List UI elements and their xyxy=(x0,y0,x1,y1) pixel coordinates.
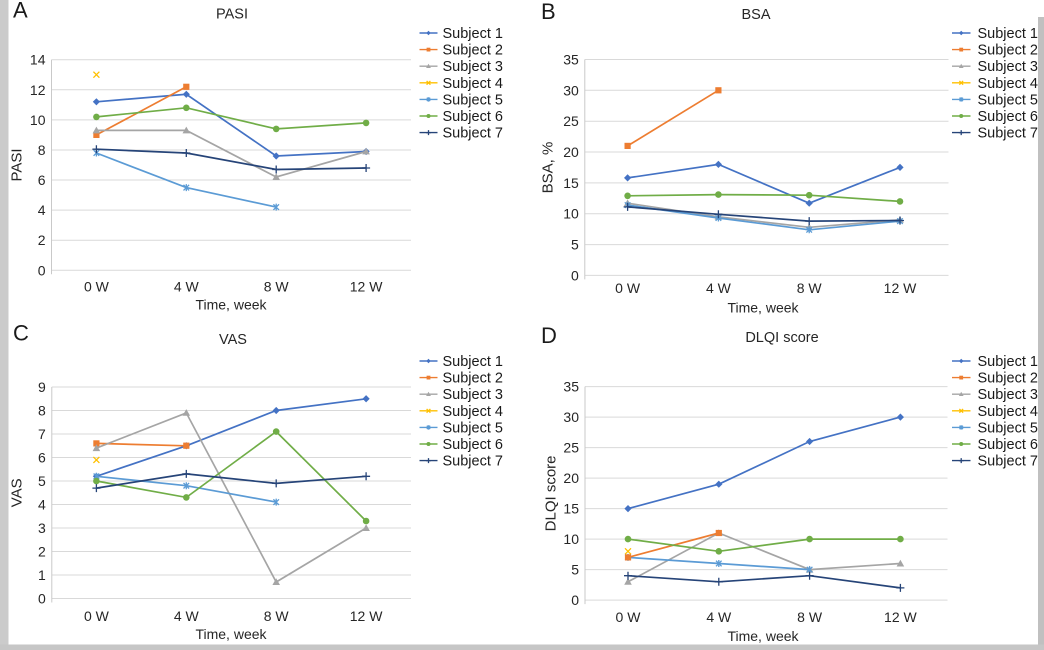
svg-text:BSA, %: BSA, % xyxy=(540,142,557,194)
svg-text:DLQI score: DLQI score xyxy=(745,330,818,346)
svg-text:Subject 3: Subject 3 xyxy=(443,59,503,75)
svg-text:Time, week: Time, week xyxy=(195,626,267,642)
svg-text:0: 0 xyxy=(571,592,579,608)
svg-text:25: 25 xyxy=(563,440,579,456)
svg-text:15: 15 xyxy=(563,501,579,517)
svg-text:A: A xyxy=(13,0,28,23)
svg-text:8: 8 xyxy=(38,403,46,419)
svg-text:30: 30 xyxy=(563,409,579,425)
svg-text:Time, week: Time, week xyxy=(195,296,267,312)
svg-text:Time, week: Time, week xyxy=(727,628,799,644)
svg-text:0 W: 0 W xyxy=(616,609,642,625)
svg-text:0 W: 0 W xyxy=(84,278,110,294)
svg-text:8 W: 8 W xyxy=(797,280,823,296)
svg-text:1: 1 xyxy=(38,567,46,583)
svg-text:7: 7 xyxy=(38,426,46,442)
svg-text:VAS: VAS xyxy=(219,332,247,348)
svg-text:2: 2 xyxy=(38,232,46,248)
svg-text:8 W: 8 W xyxy=(264,278,290,294)
svg-text:Subject 7: Subject 7 xyxy=(443,454,503,470)
svg-text:4 W: 4 W xyxy=(706,280,732,296)
svg-text:Subject 1: Subject 1 xyxy=(443,354,503,370)
svg-text:12 W: 12 W xyxy=(884,280,917,296)
svg-text:Subject 3: Subject 3 xyxy=(443,387,503,403)
svg-text:4 W: 4 W xyxy=(174,278,200,294)
svg-text:Subject 6: Subject 6 xyxy=(443,437,503,453)
svg-text:Subject 7: Subject 7 xyxy=(978,454,1038,470)
svg-text:10: 10 xyxy=(563,531,579,547)
svg-text:Subject 1: Subject 1 xyxy=(443,26,503,42)
svg-text:20: 20 xyxy=(563,470,579,486)
svg-text:6: 6 xyxy=(38,172,46,188)
svg-text:D: D xyxy=(541,323,557,348)
svg-text:30: 30 xyxy=(563,82,579,98)
svg-text:3: 3 xyxy=(38,520,46,536)
svg-text:12: 12 xyxy=(30,82,46,98)
svg-text:Subject 7: Subject 7 xyxy=(978,126,1038,142)
svg-text:5: 5 xyxy=(38,473,46,489)
svg-text:Subject 6: Subject 6 xyxy=(978,109,1038,125)
svg-text:4 W: 4 W xyxy=(706,609,732,625)
svg-text:4: 4 xyxy=(38,497,46,513)
svg-text:Subject 1: Subject 1 xyxy=(978,26,1038,42)
svg-text:Subject 2: Subject 2 xyxy=(978,43,1038,59)
svg-text:Subject 5: Subject 5 xyxy=(443,92,503,108)
svg-text:B: B xyxy=(541,0,556,24)
svg-text:Subject 3: Subject 3 xyxy=(978,59,1038,75)
svg-text:0 W: 0 W xyxy=(615,280,641,296)
svg-text:8: 8 xyxy=(38,142,46,158)
svg-text:10: 10 xyxy=(563,206,579,222)
svg-text:5: 5 xyxy=(571,562,579,578)
svg-text:Subject 4: Subject 4 xyxy=(443,404,503,420)
svg-text:10: 10 xyxy=(30,112,46,128)
svg-text:Subject 2: Subject 2 xyxy=(443,43,503,59)
svg-text:Subject 1: Subject 1 xyxy=(978,354,1038,370)
svg-text:35: 35 xyxy=(563,379,579,395)
svg-text:Subject 5: Subject 5 xyxy=(443,420,503,436)
svg-text:Subject 4: Subject 4 xyxy=(978,76,1038,92)
svg-text:4: 4 xyxy=(38,202,46,218)
svg-text:0 W: 0 W xyxy=(84,608,110,624)
svg-text:20: 20 xyxy=(563,144,579,160)
svg-text:9: 9 xyxy=(38,379,46,395)
svg-text:14: 14 xyxy=(30,52,46,68)
svg-text:4 W: 4 W xyxy=(174,608,200,624)
svg-text:Subject 5: Subject 5 xyxy=(978,92,1038,108)
svg-text:Subject 2: Subject 2 xyxy=(443,371,503,387)
svg-text:Subject 4: Subject 4 xyxy=(978,404,1038,420)
svg-text:Subject 5: Subject 5 xyxy=(978,420,1038,436)
svg-text:12 W: 12 W xyxy=(350,608,383,624)
svg-text:8 W: 8 W xyxy=(264,608,290,624)
svg-text:Subject 6: Subject 6 xyxy=(443,109,503,125)
svg-text:6: 6 xyxy=(38,450,46,466)
svg-text:C: C xyxy=(13,321,29,346)
svg-text:BSA: BSA xyxy=(741,7,770,23)
svg-text:2: 2 xyxy=(38,544,46,560)
svg-text:0: 0 xyxy=(571,267,579,283)
svg-text:8 W: 8 W xyxy=(797,609,823,625)
svg-text:Time, week: Time, week xyxy=(727,300,799,316)
svg-text:35: 35 xyxy=(563,52,579,68)
svg-text:DLQI score: DLQI score xyxy=(543,455,560,531)
svg-text:5: 5 xyxy=(571,237,579,253)
svg-text:PASI: PASI xyxy=(216,7,248,23)
svg-text:0: 0 xyxy=(38,591,46,607)
svg-text:Subject 3: Subject 3 xyxy=(978,387,1038,403)
svg-text:12 W: 12 W xyxy=(350,278,383,294)
svg-text:Subject 2: Subject 2 xyxy=(978,371,1038,387)
svg-text:PASI: PASI xyxy=(9,148,26,181)
svg-text:12 W: 12 W xyxy=(884,609,917,625)
svg-text:VAS: VAS xyxy=(9,478,26,507)
svg-text:15: 15 xyxy=(563,175,579,191)
svg-text:Subject 6: Subject 6 xyxy=(978,437,1038,453)
svg-text:0: 0 xyxy=(38,262,46,278)
svg-text:Subject 4: Subject 4 xyxy=(443,76,503,92)
svg-text:Subject 7: Subject 7 xyxy=(443,126,503,142)
svg-text:25: 25 xyxy=(563,113,579,129)
